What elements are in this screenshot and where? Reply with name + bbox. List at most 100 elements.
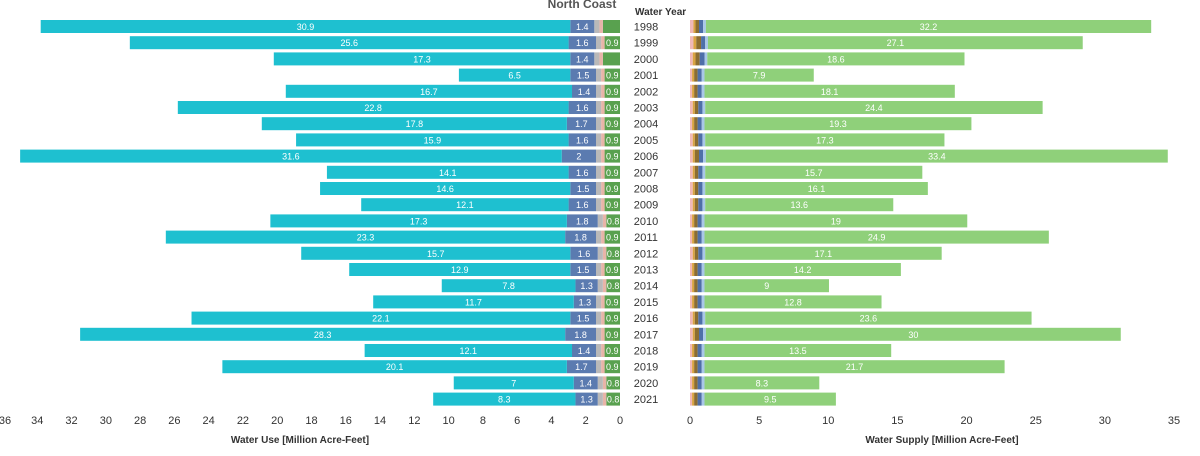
water-use-bar-segment [601,198,604,211]
water-supply-axis-title: Water Supply [Million Acre-Feet] [865,435,1018,446]
water-use-data-label: 17.3 [413,54,431,64]
year-label: 2011 [634,232,658,244]
water-use-data-label: 17.3 [410,216,428,226]
water-use-data-label: 0.9 [606,297,619,307]
water-use-bar-segment [601,182,604,195]
water-supply-bar-segment [694,117,697,130]
water-supply-bar-segment [690,182,693,195]
water-supply-bar-segment [698,133,702,146]
water-supply-bar-segment [693,101,695,114]
water-supply-bar-segment [699,150,703,163]
water-supply-bar-segment [693,36,696,49]
water-supply-data-label: 17.1 [815,249,833,259]
water-supply-bar-segment [694,295,697,308]
water-supply-bar-segment [698,344,702,357]
water-use-data-label: 14.6 [436,184,454,194]
water-use-bar-segment [601,150,604,163]
water-use-bar-segment [601,263,604,276]
water-supply-bar-segment [696,36,701,49]
water-supply-bar-segment [702,263,705,276]
water-use-bar-segment [596,150,601,163]
water-use-tick-label: 8 [480,415,486,427]
water-supply-data-label: 27.1 [887,38,905,48]
water-use-data-label: 12.9 [451,265,469,275]
water-use-data-label: 1.6 [576,38,589,48]
water-supply-bar-segment [702,279,705,292]
water-use-data-label: 1.4 [578,346,591,356]
water-supply-tick-label: 0 [687,415,693,427]
water-use-bar-segment [601,69,604,82]
water-use-tick-label: 0 [617,415,623,427]
water-supply-bar-segment [695,133,698,146]
water-use-bar-segment [603,52,620,65]
water-supply-bar-segment [705,52,708,65]
water-use-data-label: 16.7 [420,87,438,97]
water-use-data-label: 22.1 [372,314,390,324]
water-supply-bar-segment [698,85,702,98]
year-label: 2010 [634,216,658,228]
water-supply-tick-label: 15 [891,415,903,427]
water-use-data-label: 12.1 [460,346,478,356]
water-supply-bar-segment [692,279,694,292]
water-supply-data-label: 30 [908,330,918,340]
water-supply-bar-segment [690,376,692,389]
water-use-data-label: 0.9 [606,103,619,113]
water-use-data-label: 7 [511,378,516,388]
water-use-bar-segment [596,133,601,146]
water-supply-data-label: 21.7 [846,362,864,372]
water-use-data-label: 11.7 [465,297,482,307]
water-supply-bar-segment [703,20,706,33]
water-use-data-label: 0.9 [606,346,619,356]
water-supply-bar-segment [702,101,705,114]
water-supply-bar-segment [692,231,694,244]
water-supply-bar-segment [694,214,697,227]
water-supply-bar-segment [695,328,699,341]
water-use-bar-segment [603,279,606,292]
water-use-bar-segment [596,69,601,82]
water-supply-bar-segment [690,312,693,325]
water-use-data-label: 2 [576,152,581,162]
water-use-bar-segment [596,328,601,341]
water-use-data-label: 1.3 [579,297,592,307]
water-supply-bar-segment [690,214,692,227]
year-label: 2001 [634,70,658,82]
water-supply-bar-segment [698,263,702,276]
water-supply-bar-segment [703,150,706,163]
year-label: 1998 [634,22,658,34]
water-supply-bar-segment [698,198,702,211]
water-supply-bar-segment [695,247,698,260]
water-use-data-label: 15.9 [424,135,442,145]
water-supply-bar-segment [698,312,702,325]
water-use-data-label: 1.5 [577,184,590,194]
water-use-data-label: 30.9 [297,22,315,32]
water-supply-bar-segment [702,182,705,195]
water-use-tick-label: 18 [305,415,317,427]
water-supply-bar-segment [700,52,705,65]
year-label: 2005 [634,135,658,147]
water-supply-bar-segment [702,344,705,357]
water-use-data-label: 1.3 [580,395,593,405]
water-use-bar-segment [603,247,606,260]
water-use-data-label: 1.6 [576,135,589,145]
water-use-bar-segment [596,360,601,373]
water-use-data-label: 0.9 [606,87,619,97]
water-use-data-label: 0.8 [607,216,620,226]
water-use-bar-segment [603,393,606,406]
category-header: Water Year [635,7,686,18]
water-supply-bar-segment [693,52,696,65]
water-use-data-label: 0.9 [606,119,619,129]
water-supply-bar-segment [690,85,692,98]
water-supply-bar-segment [693,198,695,211]
water-supply-bar-segment [690,166,693,179]
water-supply-bar-segment [693,328,695,341]
year-label: 1999 [634,38,658,50]
water-supply-bar-segment [696,20,699,33]
year-label: 2003 [634,103,658,115]
water-supply-bar-segment [702,214,705,227]
water-use-bar-segment [596,36,601,49]
year-label: 2016 [634,313,658,325]
water-use-bar-segment [601,312,604,325]
water-use-bar-segment [598,247,603,260]
water-use-bar-segment [601,344,604,357]
water-use-bar-segment [594,20,599,33]
